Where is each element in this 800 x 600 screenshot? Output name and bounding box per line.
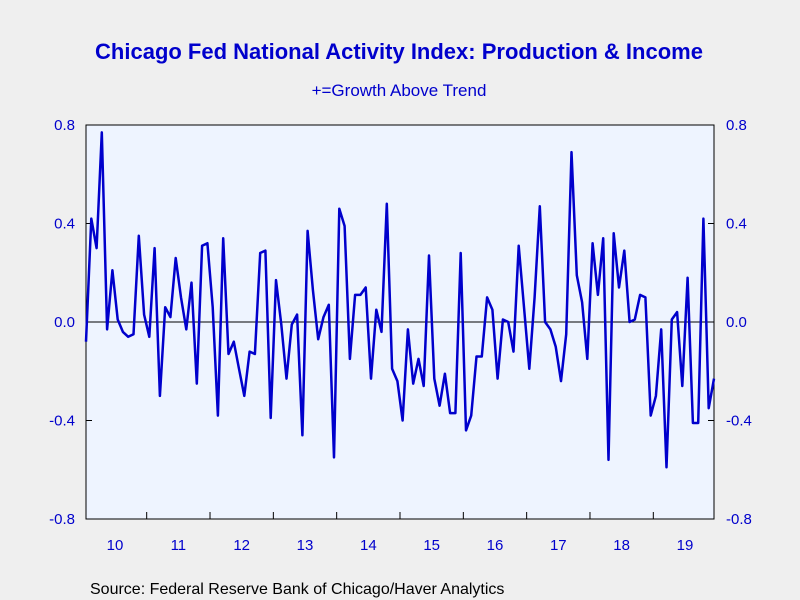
x-tick-label: 13 (297, 537, 314, 554)
y-tick-label-right: -0.4 (726, 413, 752, 430)
y-tick-label-left: -0.4 (49, 413, 75, 430)
y-tick-label-left: 0.0 (54, 314, 75, 331)
source-note: Source: Federal Reserve Bank of Chicago/… (90, 581, 504, 598)
y-tick-label-right: 0.4 (726, 216, 747, 233)
x-tick-label: 15 (423, 537, 440, 554)
y-tick-label-right: 0.0 (726, 314, 747, 331)
x-tick-label: 11 (171, 537, 187, 554)
x-tick-label: 19 (677, 537, 694, 554)
x-tick-label: 10 (107, 537, 124, 554)
x-tick-label: 14 (360, 537, 377, 554)
y-tick-label-right: 0.8 (726, 117, 747, 134)
y-tick-label-left: 0.8 (54, 117, 75, 134)
x-tick-label: 17 (550, 537, 567, 554)
x-tick-label: 18 (613, 537, 630, 554)
chart-subtitle: +=Growth Above Trend (312, 81, 487, 100)
y-tick-label-right: -0.8 (726, 511, 752, 528)
x-tick-label: 12 (233, 537, 250, 554)
x-tick-label: 16 (487, 537, 504, 554)
chart-title: Chicago Fed National Activity Index: Pro… (95, 39, 703, 64)
series-line (84, 131, 716, 469)
tick-labels: 0.8 0.8 0.4 0.4 0.0 0.0 -0.4 -0.4 -0.8 -0.8 10 11 12… (49, 117, 752, 554)
y-tick-label-left: -0.8 (49, 511, 75, 528)
y-tick-label-left: 0.4 (54, 216, 75, 233)
